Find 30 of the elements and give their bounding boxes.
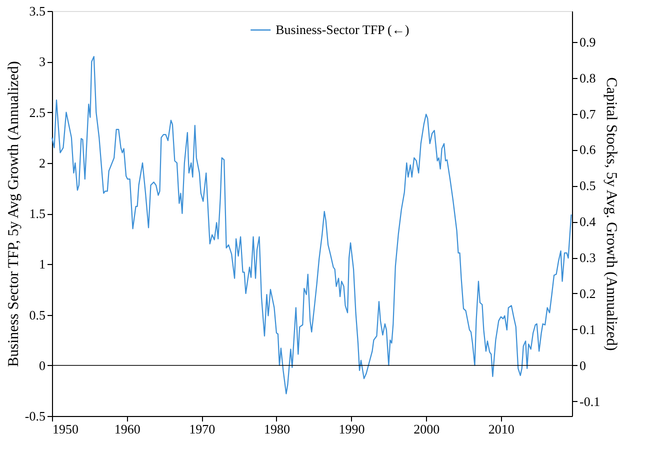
- y-axis-title: Business Sector TFP, 5y Avg Growth (Annualized): [6, 61, 22, 367]
- y2-tick-label: -0.1: [580, 394, 600, 409]
- y2-axis-title: Capital Stocks, 5y Avg. Growth (Annualized): [603, 77, 620, 351]
- y2-tick-label: 0.1: [580, 322, 596, 337]
- y-tick-label: -0.5: [24, 408, 46, 424]
- x-tick-label: 1980: [264, 422, 290, 436]
- y-tick-label: 3: [39, 54, 46, 70]
- y2-tick-label: 0: [580, 358, 586, 373]
- legend-label: Business-Sector TFP (←): [276, 22, 410, 37]
- y2-tick-label: 0.5: [580, 178, 596, 194]
- x-tick-label: 2000: [414, 422, 440, 436]
- y2-tick-label: 0.9: [580, 34, 596, 50]
- y-tick-label: 2.5: [29, 104, 46, 120]
- y-tick-label: 1.5: [29, 206, 46, 221]
- x-tick-label: 1990: [338, 422, 365, 436]
- y-tick-label: 0: [39, 358, 46, 373]
- y2-tick-label: 0.2: [580, 286, 596, 301]
- y2-tick-label: 0.4: [580, 214, 596, 230]
- y2-tick-label: 0.6: [580, 142, 596, 158]
- y-tick-label: 2: [39, 155, 46, 170]
- x-tick-label: 1970: [189, 422, 216, 436]
- x-tick-label: 1960: [114, 422, 140, 436]
- y-tick-label: 1: [39, 256, 46, 272]
- y2-tick-label: 0.3: [580, 250, 596, 266]
- y-tick-label: 0.5: [29, 307, 46, 322]
- y2-tick-label: 0.7: [580, 106, 596, 122]
- y-tick-label: 3.5: [29, 4, 46, 18]
- x-tick-label: 1950: [52, 422, 78, 436]
- y2-tick-label: 0.8: [580, 70, 596, 86]
- x-tick-label: 2010: [488, 422, 514, 436]
